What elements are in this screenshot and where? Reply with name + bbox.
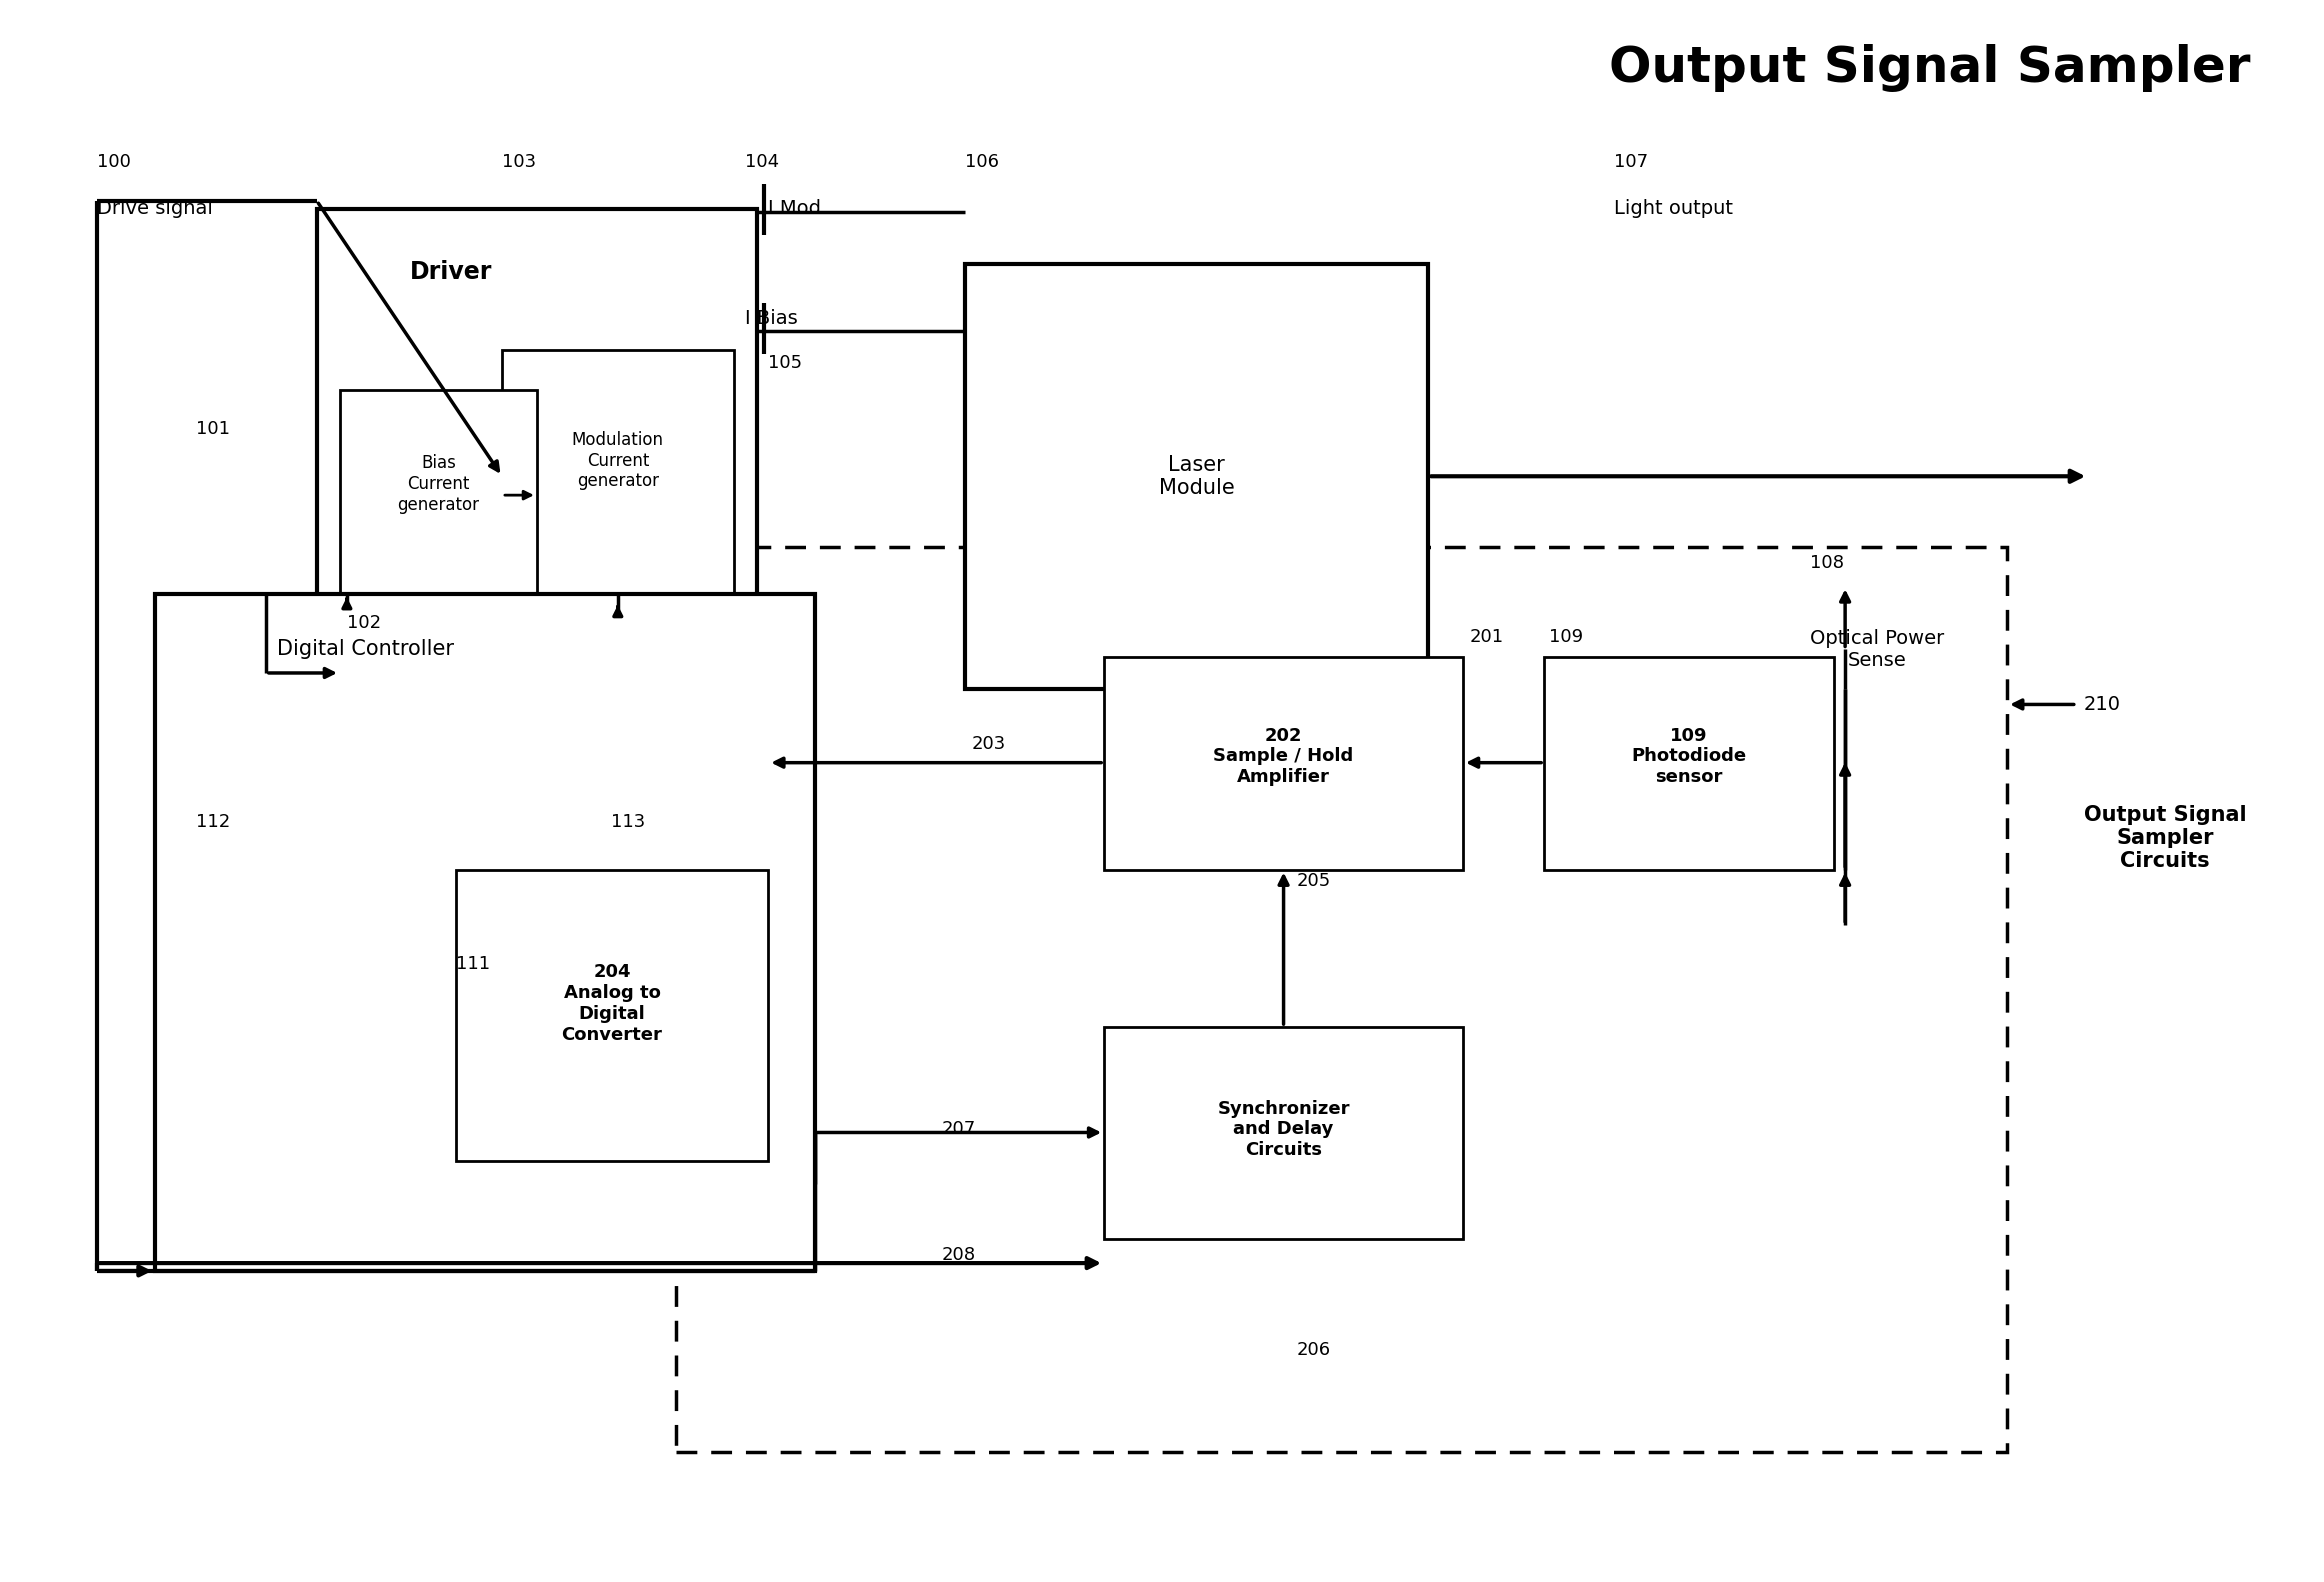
Text: 111: 111 xyxy=(456,956,490,973)
Text: Bias
Current
generator: Bias Current generator xyxy=(397,454,479,514)
Text: Output Signal
Sampler
Circuits: Output Signal Sampler Circuits xyxy=(2085,805,2247,872)
FancyBboxPatch shape xyxy=(456,870,769,1161)
FancyBboxPatch shape xyxy=(1104,1027,1464,1239)
Text: Driver: Driver xyxy=(409,259,493,283)
Text: 106: 106 xyxy=(964,152,999,171)
Text: 202
Sample / Hold
Amplifier: 202 Sample / Hold Amplifier xyxy=(1213,726,1353,786)
Text: 107: 107 xyxy=(1613,152,1648,171)
Text: Synchronizer
and Delay
Circuits: Synchronizer and Delay Circuits xyxy=(1218,1099,1350,1160)
Text: 208: 208 xyxy=(941,1247,976,1264)
Text: 105: 105 xyxy=(769,354,802,372)
Text: I Mod: I Mod xyxy=(769,199,820,218)
Text: 113: 113 xyxy=(611,813,646,832)
Text: Modulation
Current
generator: Modulation Current generator xyxy=(572,430,665,490)
Text: Drive signal: Drive signal xyxy=(98,199,214,218)
Text: 205: 205 xyxy=(1297,872,1332,889)
Text: 102: 102 xyxy=(346,614,381,631)
Text: 210: 210 xyxy=(2085,694,2119,713)
Text: 103: 103 xyxy=(502,152,537,171)
Text: 204
Analog to
Digital
Converter: 204 Analog to Digital Converter xyxy=(562,963,662,1044)
Text: 101: 101 xyxy=(195,421,230,438)
Text: Output Signal Sampler: Output Signal Sampler xyxy=(1608,44,2250,92)
Text: Laser
Module: Laser Module xyxy=(1160,454,1234,498)
Text: 206: 206 xyxy=(1297,1340,1329,1359)
Text: 207: 207 xyxy=(941,1120,976,1139)
FancyBboxPatch shape xyxy=(339,389,537,603)
Text: 203: 203 xyxy=(971,734,1006,753)
Text: Light output: Light output xyxy=(1613,199,1734,218)
Text: 108: 108 xyxy=(1810,554,1845,571)
FancyBboxPatch shape xyxy=(156,595,816,1270)
Text: 100: 100 xyxy=(98,152,130,171)
Text: 109: 109 xyxy=(1548,628,1583,645)
Text: 109
Photodiode
sensor: 109 Photodiode sensor xyxy=(1631,726,1745,786)
Text: Optical Power
Sense: Optical Power Sense xyxy=(1810,630,1945,669)
Text: 104: 104 xyxy=(746,152,779,171)
FancyBboxPatch shape xyxy=(1104,657,1464,870)
Text: I Bias: I Bias xyxy=(746,310,797,329)
FancyBboxPatch shape xyxy=(1543,657,1834,870)
FancyBboxPatch shape xyxy=(964,264,1429,688)
Text: Digital Controller: Digital Controller xyxy=(277,639,456,660)
Text: 201: 201 xyxy=(1471,628,1504,645)
FancyBboxPatch shape xyxy=(502,350,734,611)
Text: 112: 112 xyxy=(195,813,230,832)
FancyBboxPatch shape xyxy=(316,209,758,704)
